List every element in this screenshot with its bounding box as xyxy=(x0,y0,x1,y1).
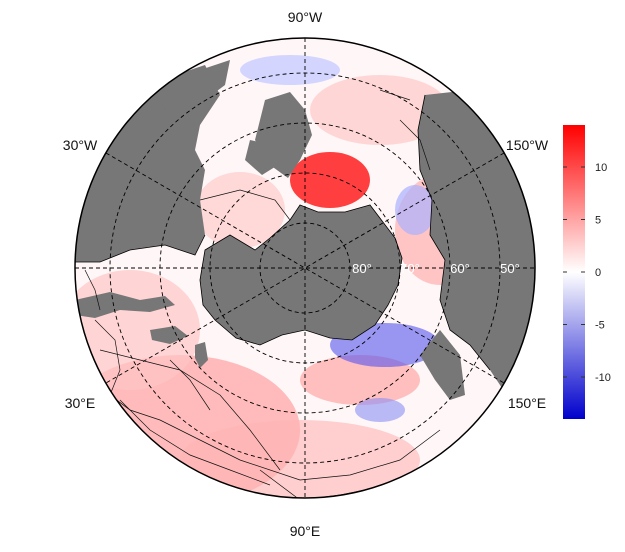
colorbar-tick-label: 0 xyxy=(595,267,601,279)
colorbar-gradient xyxy=(563,125,585,419)
colorbar-tick-label: 5 xyxy=(595,215,601,227)
colorbar-tick-label: 10 xyxy=(595,162,607,174)
graticule xyxy=(75,38,535,498)
lon-label-lower-right: 150°E xyxy=(508,395,546,411)
colorbar-ticks: 10 5 0 -5 -10 xyxy=(563,162,611,384)
lat-label-70: 70° xyxy=(400,261,420,276)
bering-sea xyxy=(420,330,465,400)
colorbar: 10 5 0 -5 -10 xyxy=(563,125,611,419)
caspian-sea xyxy=(195,342,208,368)
coastlines xyxy=(75,94,491,371)
map-disk xyxy=(75,38,535,498)
lat-label-80: 80° xyxy=(352,261,372,276)
anomaly-warm-siberia xyxy=(180,420,420,498)
map-border xyxy=(74,37,536,499)
lon-label-lower-left: 30°E xyxy=(65,395,96,411)
anomaly-warm-kamchatka xyxy=(300,355,420,405)
lat-label-50: 50° xyxy=(500,261,520,276)
anomaly-cold-north xyxy=(240,55,340,85)
anomaly-warm-greenland xyxy=(195,172,285,248)
mediterranean xyxy=(75,292,175,318)
lon-label-bottom: 90°E xyxy=(290,523,321,539)
colorbar-tick-label: -10 xyxy=(595,372,611,384)
anomaly-cold-east-asia xyxy=(355,398,405,422)
anomaly-warm-archipelago xyxy=(290,152,370,208)
labrador-sea xyxy=(160,60,230,118)
lon-label-top: 90°W xyxy=(288,9,323,25)
lat-label-60: 60° xyxy=(450,261,470,276)
lon-label-upper-left: 30°W xyxy=(63,137,98,153)
anomaly-warm-north-canada xyxy=(310,75,450,145)
anomaly-cold-west-canada xyxy=(395,185,435,235)
lon-label-upper-right: 150°W xyxy=(506,137,549,153)
colorbar-tick-label: -5 xyxy=(595,320,605,332)
hudson-bay xyxy=(245,140,278,175)
arctic-ocean xyxy=(200,205,402,345)
